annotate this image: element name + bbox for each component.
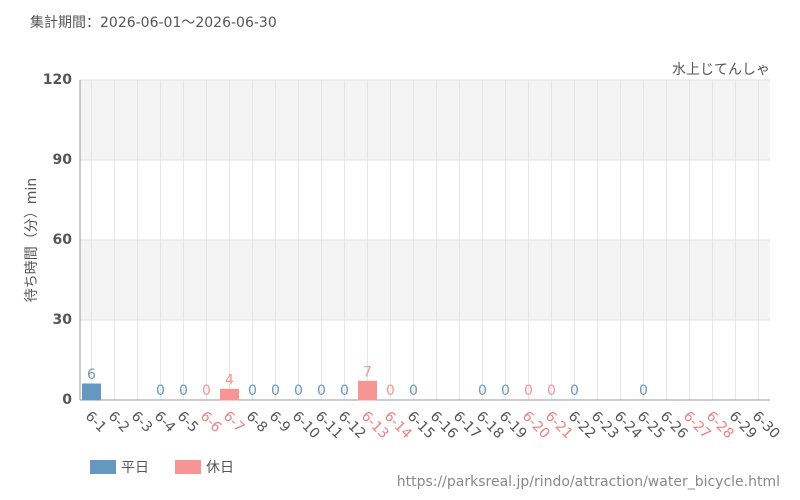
value-label: 0 [501,383,510,399]
x-tick-label: 6-4 [151,408,179,436]
value-label: 0 [179,383,188,399]
bar [82,383,101,401]
bar [220,388,239,401]
value-label: 0 [317,383,326,399]
subtitle: 水上じてんしゃ [672,62,770,78]
legend-label: 平日 [121,460,149,476]
y-tick-label: 90 [53,152,73,168]
value-label: 6 [87,367,96,383]
value-label: 0 [248,383,257,399]
value-label: 0 [156,383,165,399]
y-tick-label: 120 [43,72,72,88]
grid-band [80,80,770,160]
value-label: 0 [294,383,303,399]
x-tick-label: 6-1 [82,408,109,435]
value-label: 0 [639,383,648,399]
legend-swatch [90,460,116,474]
x-tick-label: 6-8 [243,408,270,435]
value-label: 0 [340,383,349,399]
x-tick-label: 6-3 [128,408,155,435]
legend-label: 休日 [206,460,234,476]
x-tick-label: 6-6 [197,408,225,436]
value-label: 0 [386,383,395,399]
y-tick-label: 30 [53,312,73,328]
value-label: 0 [547,383,556,399]
value-label: 0 [570,383,579,399]
bar [358,380,377,401]
x-tick-label: 6-2 [105,408,132,435]
value-label: 0 [409,383,418,399]
y-tick-label: 60 [53,232,73,248]
y-tick-label: 0 [62,392,72,408]
grid-band [80,240,770,320]
y-axis-label: 待ち時間（分）min [24,178,40,302]
value-label: 0 [524,383,533,399]
x-tick-label: 6-9 [266,408,293,435]
value-label: 4 [225,372,234,388]
footer: https://parksreal.jp/rindo/attraction/wa… [397,474,780,490]
value-label: 0 [478,383,487,399]
value-label: 0 [202,383,211,399]
value-label: 0 [271,383,280,399]
value-label: 7 [363,364,372,380]
legend-swatch [175,460,201,474]
header: 集計期間：2026-06-01～2026-06-30 [30,14,277,31]
x-tick-label: 6-5 [174,408,201,435]
x-tick-label: 6-7 [220,408,247,435]
